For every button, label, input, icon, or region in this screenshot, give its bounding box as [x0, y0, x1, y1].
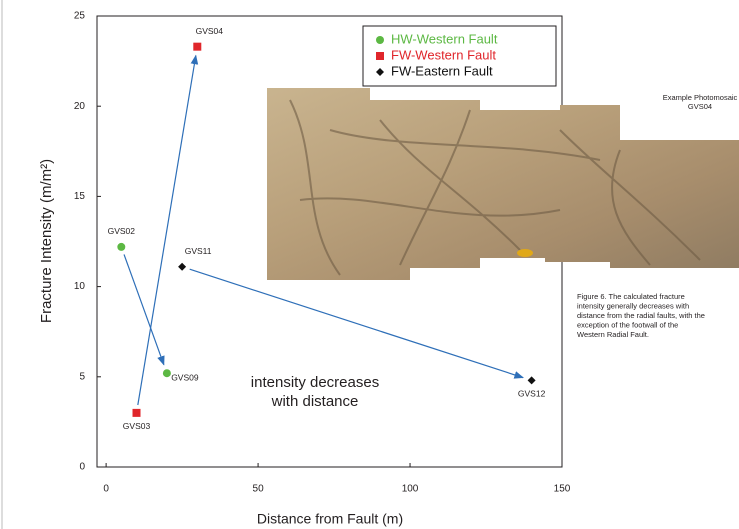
point [376, 52, 384, 60]
point [163, 369, 171, 377]
point-label: GVS11 [185, 246, 212, 256]
y-axis-title: Fracture Intensity (m/m²) [38, 159, 55, 323]
point [117, 243, 125, 251]
annotation: with distance [271, 393, 359, 410]
chart: Example Photomosaic GVS04 Fracture Inten… [0, 0, 739, 529]
x-tick-label: 100 [402, 484, 419, 495]
y-tick-label: 20 [74, 101, 86, 112]
caption-line: intensity generally decreases with [577, 301, 689, 310]
y-tick-label: 0 [79, 462, 85, 473]
legend-label: FW-Western Fault [391, 47, 496, 62]
photo-label: Example Photomosaic [663, 93, 738, 102]
caption-line: Western Radial Fault. [577, 330, 649, 339]
point-label: GVS09 [171, 372, 199, 382]
photomosaic [267, 88, 739, 280]
annotation: intensity decreases [251, 374, 379, 391]
x-tick-label: 50 [253, 484, 265, 495]
y-tick-label: 15 [74, 191, 86, 202]
x-tick-label: 0 [103, 484, 109, 495]
photo-label: GVS04 [688, 102, 712, 111]
x-axis-title: Distance from Fault (m) [257, 511, 403, 527]
point [133, 409, 141, 417]
caption-line: Figure 6. The calculated fracture [577, 292, 685, 301]
x-tick-label: 150 [554, 484, 571, 495]
y-tick-label: 10 [74, 281, 86, 292]
point [376, 36, 384, 44]
trend-arrow [124, 254, 164, 364]
y-tick-label: 25 [74, 11, 86, 22]
legend-label: FW-Eastern Fault [391, 63, 493, 78]
point-label: GVS04 [196, 26, 224, 36]
point [528, 376, 536, 384]
y-tick-label: 5 [79, 371, 85, 382]
caption-line: exception of the footwall of the [577, 320, 678, 329]
point-label: GVS12 [518, 389, 546, 399]
point [178, 263, 186, 271]
point [193, 43, 201, 51]
legend-label: HW-Western Fault [391, 31, 498, 46]
trend-arrow [190, 269, 523, 377]
trend-arrow [138, 56, 196, 405]
caption-line: distance from the radial faults, with th… [577, 311, 705, 320]
point-label: GVS03 [123, 421, 151, 431]
point-label: GVS02 [108, 226, 136, 236]
page: Example Photomosaic GVS04 Fracture Inten… [0, 0, 739, 529]
